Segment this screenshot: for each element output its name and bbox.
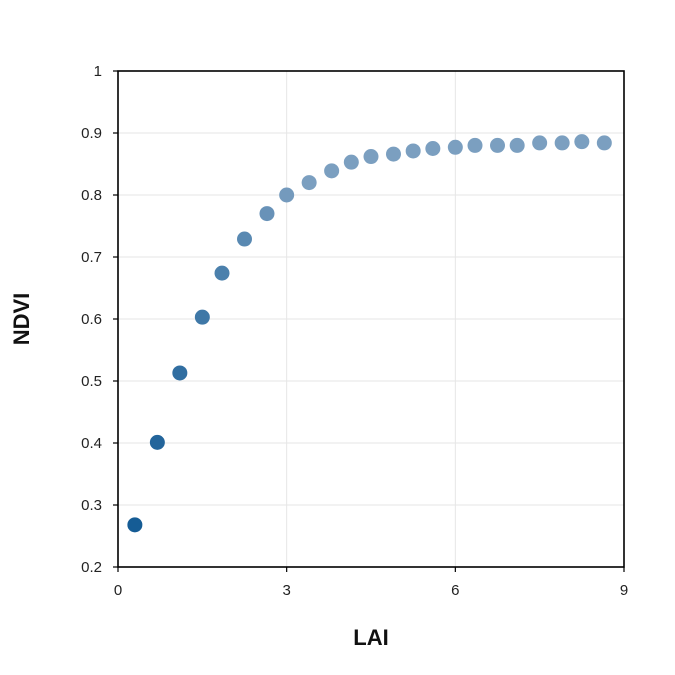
x-tick-label: 6 — [451, 582, 459, 599]
y-axis-title: NDVI — [9, 293, 34, 346]
data-point — [447, 139, 463, 155]
data-point — [194, 309, 210, 325]
data-point — [149, 434, 165, 450]
data-point — [574, 134, 590, 150]
data-points — [127, 134, 612, 533]
x-tick-label: 3 — [282, 582, 290, 599]
x-axis-title: LAI — [353, 625, 388, 650]
y-tick-label: 1 — [94, 63, 102, 80]
y-tick-label: 0.5 — [81, 373, 102, 390]
y-tick-label: 0.6 — [81, 311, 102, 328]
y-tick-label: 0.7 — [81, 249, 102, 266]
data-point — [363, 149, 379, 165]
data-point — [301, 175, 317, 191]
data-point — [509, 137, 525, 153]
data-point — [554, 135, 570, 151]
data-point — [172, 365, 188, 381]
data-point — [214, 265, 230, 281]
data-point — [405, 143, 421, 159]
x-tick-label: 0 — [114, 582, 122, 599]
y-tick-labels: 0.2 0.3 0.4 0.5 0.6 0.7 0.8 0.9 1 — [81, 63, 102, 576]
data-point — [279, 187, 295, 203]
data-point — [127, 517, 143, 533]
y-tick-label: 0.8 — [81, 187, 102, 204]
y-tick-label: 0.3 — [81, 497, 102, 514]
grid-lines — [118, 71, 624, 567]
x-tick-label: 9 — [620, 582, 628, 599]
data-point — [324, 163, 340, 179]
data-point — [490, 137, 505, 153]
data-point — [237, 231, 252, 247]
data-point — [425, 141, 441, 156]
y-tick-label: 0.9 — [81, 125, 102, 142]
y-tick-label: 0.4 — [81, 435, 102, 452]
axis-ticks — [113, 70, 625, 572]
data-point — [596, 135, 612, 151]
y-tick-label: 0.2 — [81, 559, 102, 576]
data-point — [532, 135, 548, 151]
data-point — [467, 137, 483, 153]
data-point — [259, 206, 275, 222]
data-point — [343, 154, 359, 170]
x-tick-labels: 0 3 6 9 — [114, 582, 628, 599]
data-point — [385, 146, 401, 162]
